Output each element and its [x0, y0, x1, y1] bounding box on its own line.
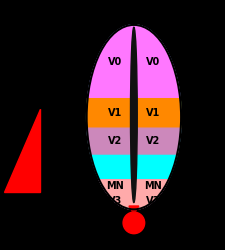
Circle shape [123, 212, 145, 234]
Text: MN: MN [106, 181, 124, 191]
Polygon shape [99, 180, 169, 209]
Polygon shape [99, 180, 134, 209]
Polygon shape [87, 128, 181, 154]
Ellipse shape [87, 25, 181, 210]
Polygon shape [88, 25, 180, 99]
Text: MN: MN [144, 181, 162, 191]
Text: V3: V3 [108, 196, 122, 206]
Text: V0: V0 [108, 57, 122, 67]
Polygon shape [134, 180, 169, 209]
Text: V2: V2 [146, 136, 160, 146]
Text: V2: V2 [108, 136, 122, 146]
Polygon shape [87, 99, 181, 128]
Text: V0: V0 [146, 57, 160, 67]
Ellipse shape [130, 27, 137, 203]
Text: V1: V1 [108, 108, 122, 118]
Text: V3: V3 [146, 196, 160, 206]
Polygon shape [4, 109, 40, 192]
Polygon shape [129, 206, 139, 211]
Text: V1: V1 [146, 108, 160, 118]
